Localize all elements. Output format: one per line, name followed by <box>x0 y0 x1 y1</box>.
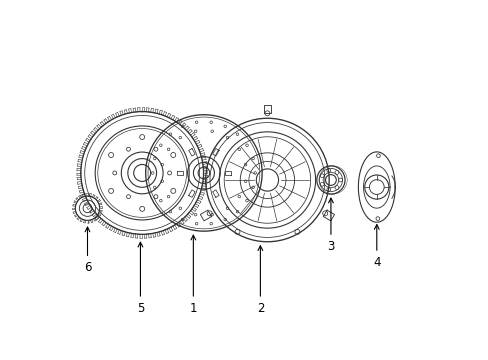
Text: 6: 6 <box>83 227 91 274</box>
Text: 2: 2 <box>256 246 264 315</box>
Text: 3: 3 <box>326 198 334 253</box>
Text: 1: 1 <box>189 235 197 315</box>
Text: 4: 4 <box>372 225 380 269</box>
Text: 5: 5 <box>137 242 144 315</box>
